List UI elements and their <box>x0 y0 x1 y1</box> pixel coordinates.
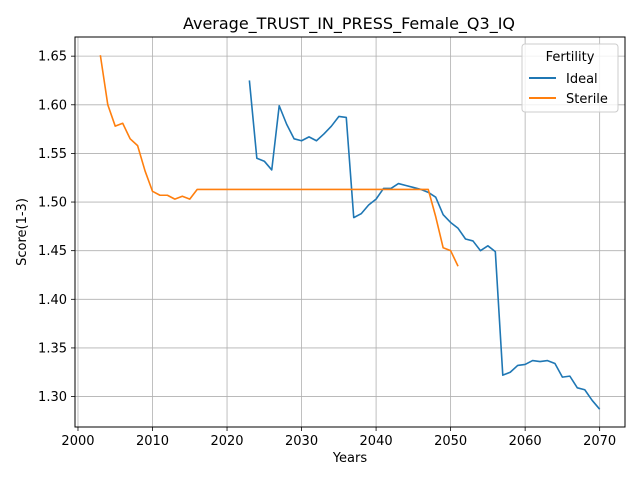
y-tick-label: 1.40 <box>38 293 67 308</box>
y-axis: 1.30 1.35 1.40 1.45 1.50 1.55 1.60 1.65 <box>38 50 75 405</box>
x-tick-label: 2010 <box>136 434 169 449</box>
y-tick-label: 1.50 <box>38 196 67 211</box>
y-tick-label: 1.60 <box>38 98 67 113</box>
x-tick-label: 2050 <box>434 434 467 449</box>
y-axis-title: Score(1-3) <box>15 198 30 266</box>
y-tick-label: 1.45 <box>38 244 67 259</box>
y-tick-label: 1.65 <box>38 50 67 65</box>
x-tick-label: 2040 <box>360 434 393 449</box>
legend: Fertility Ideal Sterile <box>521 43 619 113</box>
x-axis: 2000 2010 2020 2030 2040 2050 2060 2070 <box>61 427 616 449</box>
y-tick-label: 1.55 <box>38 147 67 162</box>
y-tick-label: 1.30 <box>38 390 67 405</box>
legend-label-ideal: Ideal <box>566 72 598 87</box>
x-tick-label: 2030 <box>285 434 318 449</box>
legend-label-sterile: Sterile <box>566 92 608 107</box>
x-tick-label: 2020 <box>210 434 243 449</box>
x-axis-title: Years <box>332 451 368 466</box>
x-tick-label: 2000 <box>61 434 94 449</box>
y-tick-label: 1.35 <box>38 341 67 356</box>
axes-frame <box>74 36 626 428</box>
series-group <box>99 55 601 410</box>
x-tick-label: 2060 <box>509 434 542 449</box>
legend-title: Fertility <box>546 50 595 65</box>
legend-box <box>521 43 619 113</box>
series-line-ideal <box>248 80 601 410</box>
x-tick-label: 2070 <box>583 434 616 449</box>
series-line-sterile <box>99 55 459 267</box>
chart-title: Average_TRUST_IN_PRESS_Female_Q3_IQ <box>183 14 515 34</box>
